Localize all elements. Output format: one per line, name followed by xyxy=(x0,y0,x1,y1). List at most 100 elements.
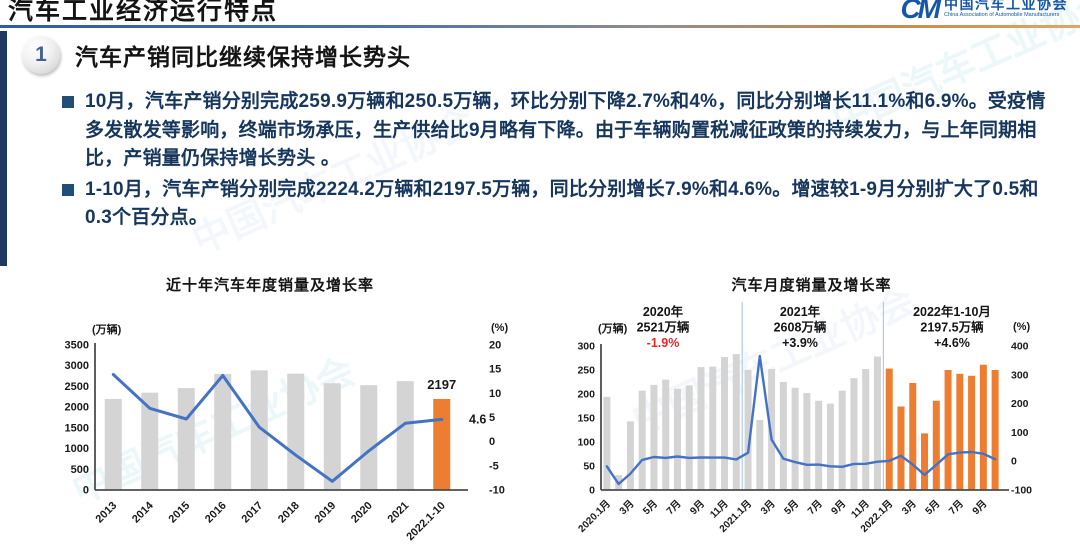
right-axis-tick-label: 0 xyxy=(1011,456,1017,468)
chart-annotation: 2197.5万辆 xyxy=(920,320,984,335)
x-axis-tick-label: 2018 xyxy=(276,500,302,526)
bar-highlight xyxy=(968,375,976,490)
bar xyxy=(862,369,870,490)
x-axis-tick-label: 9月 xyxy=(829,498,848,517)
right-axis-tick-label: 5 xyxy=(489,412,495,424)
header-divider xyxy=(0,25,1080,28)
bar-value-label: 2197 xyxy=(427,377,456,392)
line-value-label: 4.6 xyxy=(469,412,486,426)
x-axis-tick-label: 5月 xyxy=(923,498,942,517)
bar xyxy=(826,403,834,490)
right-axis-tick-label: 20 xyxy=(489,340,501,352)
x-axis-tick-label: 2019 xyxy=(313,500,339,526)
x-axis-tick-label: 2020.1月 xyxy=(576,498,613,535)
chart-annotation: +3.9% xyxy=(782,336,818,350)
growth-rate-line xyxy=(111,373,444,483)
bar xyxy=(779,382,787,490)
left-axis-tick-label: 2500 xyxy=(65,381,89,393)
x-axis-tick-label: 7月 xyxy=(946,498,965,517)
left-axis-tick-label: 100 xyxy=(577,437,595,449)
x-axis-tick-label: 2015 xyxy=(167,500,193,526)
x-axis-tick-label: 3月 xyxy=(899,498,918,517)
chart-annotation: 2608万辆 xyxy=(774,320,827,335)
bullet-text: 1-10月，汽车产销分别完成2224.2万辆和2197.5万辆，同比分别增长7.… xyxy=(85,178,1039,229)
bar xyxy=(685,385,693,490)
logo-name-en: China Association of Automobile Manufact… xyxy=(944,12,1060,18)
bar xyxy=(396,381,414,490)
bar xyxy=(323,383,341,490)
left-axis-tick-label: 3500 xyxy=(65,340,89,352)
annual-sales-chart-plot: (万辆) (%)350030002500200015001000500020151… xyxy=(65,322,509,542)
bar xyxy=(709,366,717,490)
left-axis-tick-label: 0 xyxy=(589,485,595,497)
left-axis-unit: (万辆) xyxy=(92,322,122,336)
left-accent-bar xyxy=(0,31,7,266)
right-axis-tick-label: -100 xyxy=(1011,485,1032,497)
right-axis-tick-label: 100 xyxy=(1011,427,1029,439)
bullet-list: 10月，汽车产销分别完成259.9万辆和250.5万辆，环比分别下降2.7%和4… xyxy=(62,88,1064,235)
header: 汽车工业经济运行特点 CM 中国汽车工业协会 China Association… xyxy=(0,0,1080,26)
left-axis-tick-label: 3000 xyxy=(65,360,89,372)
growth-rate-line xyxy=(605,354,997,486)
bars-series xyxy=(104,370,451,490)
x-axis-tick-label: 2016 xyxy=(203,500,229,526)
bar xyxy=(791,387,799,490)
bar-highlight xyxy=(991,370,999,490)
left-axis-tick-label: 500 xyxy=(71,464,89,476)
bar-highlight xyxy=(979,364,987,490)
right-axis-tick-label: 0 xyxy=(489,436,495,448)
x-axis-tick-label: 7月 xyxy=(805,498,824,517)
bar-highlight xyxy=(885,368,893,490)
bars-series xyxy=(603,354,999,490)
bar xyxy=(662,379,670,490)
bar-highlight xyxy=(944,370,952,490)
bar xyxy=(732,354,740,490)
caam-logo-icon: CM xyxy=(900,0,941,24)
bar-highlight xyxy=(897,406,905,490)
bar xyxy=(626,421,634,490)
monthly-sales-chart: 汽车月度销量及增长率 (万辆) (%) 300 250 200 150 100 50 0 400 3… xyxy=(543,274,1080,542)
bar xyxy=(850,378,858,490)
bar-highlight xyxy=(956,373,964,490)
left-axis-tick-label: 250 xyxy=(577,365,595,377)
left-axis-tick-label: 0 xyxy=(83,485,89,497)
x-axis-tick-label: 7月 xyxy=(664,498,683,517)
chart-annotation: +4.6% xyxy=(934,336,970,350)
left-axis-tick-label: 1000 xyxy=(65,443,89,455)
bar xyxy=(803,393,811,490)
left-axis-tick-label: 300 xyxy=(577,341,595,353)
bar xyxy=(638,390,646,490)
right-axis-unit: (%) xyxy=(1013,321,1030,333)
annual-sales-chart: 近十年汽车年度销量及增长率 (万辆) (%) 3500 3000 2500 2000 150… xyxy=(55,274,542,542)
bar xyxy=(141,392,159,490)
bullet-marker xyxy=(62,96,74,108)
right-axis-tick-label: -10 xyxy=(489,485,505,497)
right-axis-tick-label: 10 xyxy=(489,388,501,400)
bar xyxy=(744,370,752,490)
bar xyxy=(768,369,776,490)
chart-annotation: 2521万辆 xyxy=(637,320,690,335)
x-axis-tick-label: 5月 xyxy=(641,498,660,517)
chart-annotation: 2021年 xyxy=(780,304,821,319)
x-axis-tick-label: 2020 xyxy=(349,500,375,526)
bar xyxy=(815,400,823,490)
bar xyxy=(287,373,305,490)
right-axis-tick-label: -5 xyxy=(489,460,499,472)
chart-annotation: -1.9% xyxy=(647,336,680,350)
bar-highlight xyxy=(921,433,929,490)
x-axis-tick-label: 3月 xyxy=(758,498,777,517)
bar xyxy=(838,390,846,490)
bar xyxy=(873,356,881,490)
bar-highlight xyxy=(909,382,917,490)
x-axis-tick-label: 2022.1-10 xyxy=(404,500,448,542)
x-axis-tick-label: 2013 xyxy=(94,500,120,526)
bar xyxy=(697,367,705,490)
monthly-sales-chart-title: 汽车月度销量及增长率 xyxy=(731,277,892,294)
bar xyxy=(756,419,764,490)
logo-name-cn: 中国汽车工业协会 xyxy=(944,0,1068,12)
left-axis-tick-label: 50 xyxy=(583,461,595,473)
x-axis-tick-label: 5月 xyxy=(782,498,801,517)
left-axis-tick-label: 1500 xyxy=(65,422,89,434)
bullet-item: 10月，汽车产销分别完成259.9万辆和250.5万辆，环比分别下降2.7%和4… xyxy=(62,88,1064,174)
